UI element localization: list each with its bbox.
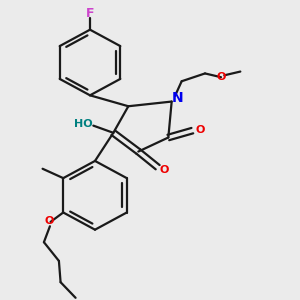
Text: O: O <box>160 165 169 175</box>
Text: N: N <box>172 91 184 105</box>
Text: HO: HO <box>74 119 93 129</box>
Text: F: F <box>86 7 94 20</box>
Text: O: O <box>44 216 54 226</box>
Text: O: O <box>216 72 226 82</box>
Text: O: O <box>196 125 205 135</box>
